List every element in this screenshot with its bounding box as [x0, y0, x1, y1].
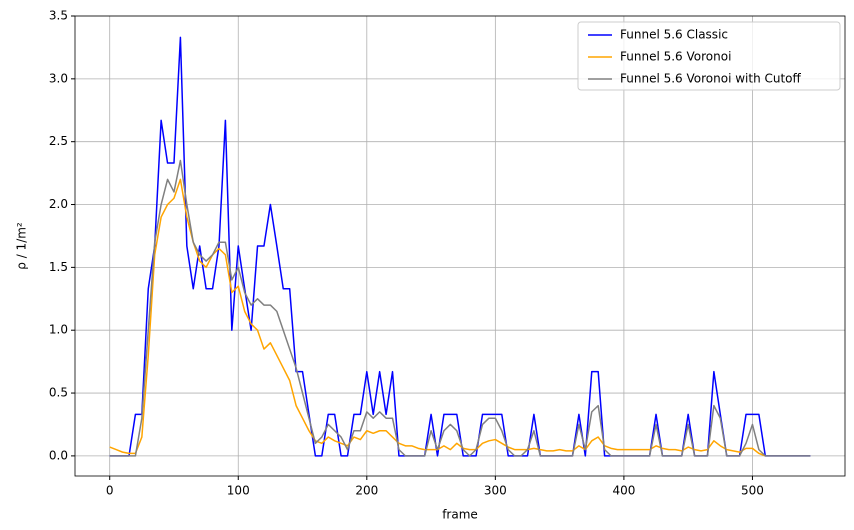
x-tick-label: 400: [612, 484, 635, 498]
series-line: [109, 178, 766, 457]
x-tick-label: 100: [227, 484, 250, 498]
series-line: [109, 159, 811, 457]
legend-label: Funnel 5.6 Classic: [620, 28, 728, 42]
y-tick-label: 0.0: [49, 448, 68, 462]
legend-label: Funnel 5.6 Voronoi with Cutoff: [620, 72, 802, 86]
y-tick-label: 0.5: [49, 386, 68, 400]
x-tick-label: 200: [355, 484, 378, 498]
x-axis-label: frame: [442, 508, 478, 522]
y-tick-label: 2.0: [49, 197, 68, 211]
x-tick-label: 0: [106, 484, 114, 498]
y-tick-label: 3.5: [49, 9, 68, 23]
x-tick-label: 500: [741, 484, 764, 498]
y-axis-label: ρ / 1/m²: [15, 222, 29, 270]
legend-label: Funnel 5.6 Voronoi: [620, 50, 731, 64]
y-tick-label: 1.0: [49, 323, 68, 337]
y-tick-label: 1.5: [49, 260, 68, 274]
x-tick-label: 300: [484, 484, 507, 498]
y-tick-label: 3.0: [49, 71, 68, 85]
plot-frame: [74, 15, 846, 477]
y-tick-label: 2.5: [49, 134, 68, 148]
legend-box: [577, 21, 841, 91]
